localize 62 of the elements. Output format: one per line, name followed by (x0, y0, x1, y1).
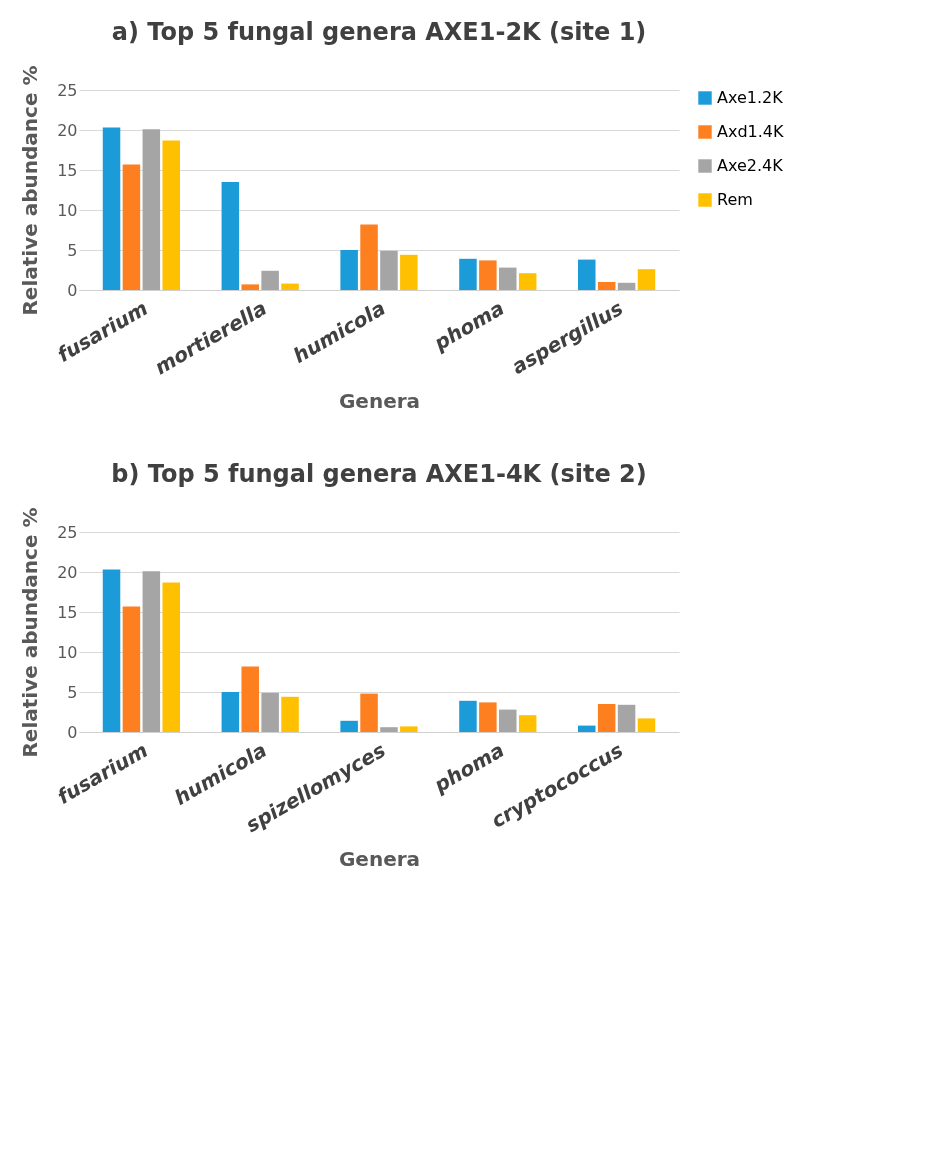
bar (518, 715, 537, 732)
y-tick-label: 20 (57, 562, 78, 582)
bar (380, 727, 398, 732)
y-tick-label: 0 (67, 280, 78, 300)
bar (340, 720, 358, 732)
bar (597, 704, 616, 732)
y-tick-label: 15 (57, 602, 78, 622)
bar (637, 718, 656, 732)
bar (400, 726, 418, 732)
bar (380, 250, 398, 290)
bar (261, 270, 279, 290)
bar (518, 273, 537, 290)
legend-label: Axe1.2K (717, 88, 784, 107)
bar (617, 282, 636, 290)
bar (360, 224, 378, 290)
bar (499, 709, 517, 732)
bar (499, 267, 517, 290)
x-axis-title: Genera (338, 847, 421, 872)
bar (360, 693, 378, 732)
bar (122, 164, 141, 290)
bar (479, 702, 497, 732)
bar (241, 666, 259, 732)
y-tick-label: 25 (57, 80, 78, 100)
bar (162, 140, 180, 290)
bar (578, 259, 596, 290)
y-axis-title: Relative abundance % (18, 65, 43, 316)
y-tick-label: 5 (67, 240, 78, 260)
x-axis-title: Genera (338, 389, 421, 414)
y-tick-label: 5 (67, 682, 78, 702)
y-tick-label: 10 (57, 200, 78, 220)
bar (578, 725, 596, 732)
bar (241, 284, 259, 290)
y-tick-label: 25 (57, 522, 78, 542)
bar (102, 569, 121, 732)
bar (617, 704, 636, 732)
y-axis-title: Relative abundance % (18, 507, 43, 758)
y-tick-label: 10 (57, 642, 78, 662)
bar (281, 696, 299, 732)
bar (162, 582, 180, 732)
y-tick-label: 20 (57, 120, 78, 140)
bar (459, 258, 477, 290)
bar (142, 571, 161, 732)
bar (459, 700, 477, 732)
y-tick-label: 0 (67, 722, 78, 742)
bar (400, 254, 418, 290)
bar (221, 692, 240, 732)
bar (221, 182, 240, 290)
legend-label: Axd1.4K (717, 122, 785, 141)
bar (597, 282, 616, 290)
bar (142, 129, 161, 290)
bar (261, 692, 279, 732)
legend-label: Axe2.4K (717, 156, 784, 175)
legend-label: Rem (717, 190, 753, 209)
chart-title: b) Top 5 fungal genera AXE1-4K (site 2) (111, 459, 647, 488)
bar (122, 606, 141, 732)
bar (102, 127, 121, 290)
bar (340, 250, 358, 290)
y-tick-label: 15 (57, 160, 78, 180)
bar (281, 283, 299, 290)
chart-title: a) Top 5 fungal genera AXE1-2K (site 1) (111, 17, 647, 46)
bar (479, 260, 497, 290)
bar (637, 269, 656, 290)
